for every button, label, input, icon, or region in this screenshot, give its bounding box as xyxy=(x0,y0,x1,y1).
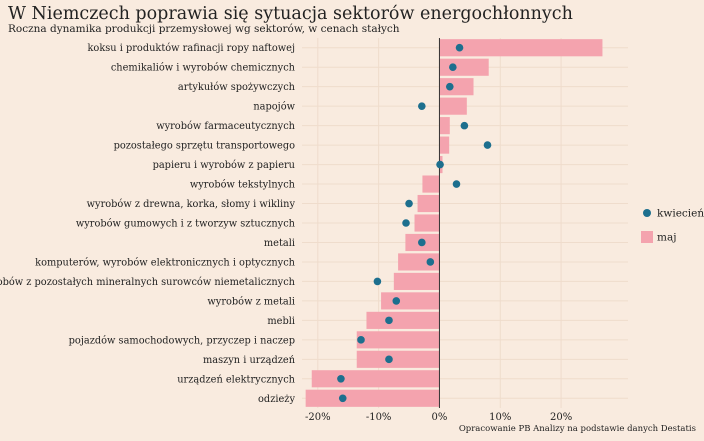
bar-maj xyxy=(305,389,440,407)
category-label: napojów xyxy=(253,102,295,113)
category-label: wyrobów z pozostałych mineralnych surowc… xyxy=(0,277,296,288)
dot-kwiecien xyxy=(455,43,464,52)
dot-kwiecien xyxy=(385,355,393,364)
category-label: mebli xyxy=(267,316,295,327)
category-label: wyrobów tekstylnych xyxy=(190,180,296,191)
category-labels: koksu i produktów rafinacji ropy naftowe… xyxy=(0,43,296,405)
dot-kwiecien xyxy=(418,102,426,110)
bar-maj xyxy=(439,97,467,115)
bar-maj xyxy=(356,350,440,368)
category-label: urządzeń elektrycznych xyxy=(177,374,295,385)
dot-kwiecien xyxy=(436,160,444,169)
bar-maj xyxy=(439,58,489,76)
bar-maj xyxy=(366,311,440,329)
chart-title: W Niemczech poprawia się sytuacja sektor… xyxy=(8,4,573,24)
dot-kwiecien xyxy=(357,336,365,344)
legend-label: kwiecień xyxy=(657,208,704,220)
x-tick-label: -20% xyxy=(305,412,331,423)
dot-kwiecien xyxy=(426,258,435,266)
bar-maj xyxy=(398,253,440,271)
category-label: artykułów spożywczych xyxy=(178,82,296,93)
category-label: odzieży xyxy=(258,394,295,405)
dot-kwiecien xyxy=(392,297,401,305)
bar-maj xyxy=(439,39,603,57)
dot-kwiecien xyxy=(483,141,492,149)
bar-maj xyxy=(439,78,474,96)
dot-kwiecien xyxy=(402,219,410,227)
bar-maj xyxy=(417,194,440,213)
dot-kwiecien xyxy=(449,63,457,72)
bar-maj xyxy=(356,331,440,349)
legend-label: maj xyxy=(657,232,676,244)
category-label: maszyn i urządzeń xyxy=(203,355,296,366)
category-label: pozostałego sprzętu transportowego xyxy=(114,141,296,152)
x-tick-label: -10% xyxy=(366,412,392,423)
bar-maj xyxy=(393,272,440,290)
category-label: wyrobów z metali xyxy=(207,296,295,307)
category-label: wyrobów gumowych i z tworzyw sztucznych xyxy=(76,219,296,230)
bar-maj xyxy=(381,292,440,310)
x-tick-label: 20% xyxy=(550,412,572,423)
bar-maj xyxy=(439,117,450,135)
category-label: komputerów, wyrobów elektronicznych i op… xyxy=(35,257,296,268)
x-tick-label: 0% xyxy=(432,412,448,423)
category-label: pojazdów samochodowych, przyczep i nacze… xyxy=(69,335,295,346)
bar-maj xyxy=(422,175,440,193)
category-label: papieru i wyrobów z papieru xyxy=(153,160,295,171)
bar-maj xyxy=(311,370,440,388)
dot-kwiecien xyxy=(418,238,426,247)
dot-kwiecien xyxy=(337,374,345,383)
legend-swatch-maj xyxy=(641,231,653,243)
dot-kwiecien xyxy=(445,82,454,91)
dots-kwiecien xyxy=(337,43,492,403)
category-label: koksu i produktów rafinacji ropy naftowe… xyxy=(88,43,296,54)
x-tick-label: 10% xyxy=(489,412,511,423)
category-label: wyrobów farmaceutycznych xyxy=(156,121,295,132)
dot-kwiecien xyxy=(452,180,461,188)
x-axis-ticks: -20% -10% 0% 10% 20% xyxy=(305,412,572,423)
source-note: Opracowanie PB Analizy na podstawie dany… xyxy=(458,424,696,434)
bars-maj xyxy=(305,39,603,407)
category-label: chemikaliów i wyrobów chemicznych xyxy=(111,63,296,74)
dot-kwiecien xyxy=(405,199,413,208)
legend-swatch-kwiecien xyxy=(643,209,651,217)
bar-maj xyxy=(439,136,450,154)
chart-subtitle: Roczna dynamika produkcji przemysłowej w… xyxy=(8,23,400,35)
legend: kwiecień maj xyxy=(641,208,704,244)
category-label: metali xyxy=(264,238,295,249)
category-label: wyrobów z drewna, korka, słomy i wikliny xyxy=(87,199,296,210)
dot-kwiecien xyxy=(460,121,469,130)
dot-kwiecien xyxy=(385,316,393,325)
dot-kwiecien xyxy=(338,394,347,403)
dot-kwiecien xyxy=(373,277,382,286)
bar-maj xyxy=(414,214,440,232)
